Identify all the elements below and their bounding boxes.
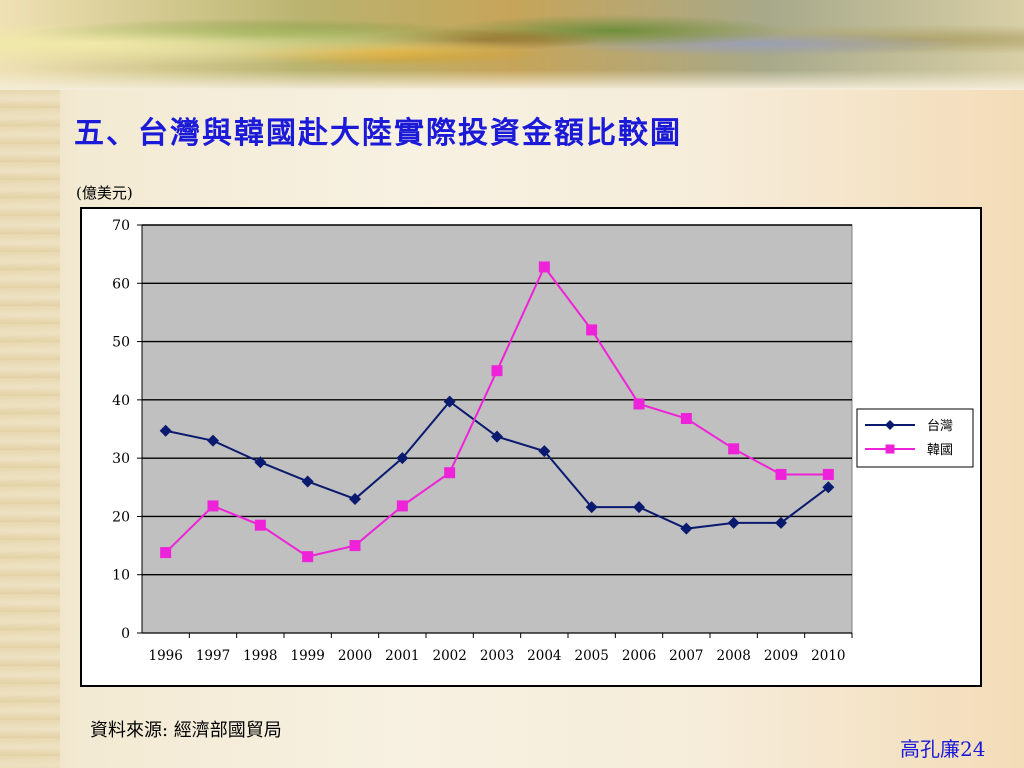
data-point-series-2 (254, 519, 266, 531)
data-point-series-1 (775, 516, 787, 529)
data-point-series-2 (586, 324, 598, 336)
x-tick-label: 2003 (480, 648, 514, 664)
legend-marker-1 (885, 420, 895, 430)
x-tick-label: 2001 (385, 648, 419, 664)
x-tick-label: 2007 (669, 648, 703, 664)
footer-page-label: 高孔廉24 (900, 737, 986, 761)
data-point-series-2 (207, 500, 219, 512)
x-tick-label: 1996 (148, 648, 182, 664)
data-point-series-2 (302, 551, 314, 563)
data-point-series-2 (633, 398, 645, 410)
x-tick-label: 2009 (764, 648, 798, 664)
data-point-series-1 (254, 456, 267, 469)
legend-marker-2 (885, 444, 895, 454)
data-point-series-1 (159, 424, 172, 437)
data-point-series-1 (491, 430, 503, 443)
data-point-series-1 (680, 522, 693, 535)
legend-label-1: 台灣 (927, 419, 953, 434)
y-tick-label: 50 (112, 335, 130, 351)
y-tick-label: 40 (112, 393, 130, 409)
plot-area (141, 224, 853, 634)
y-tick-label: 60 (112, 276, 130, 292)
legend-box (856, 408, 974, 468)
data-point-series-2 (680, 413, 692, 425)
x-tick-label: 2006 (622, 648, 656, 664)
data-point-series-1 (396, 452, 409, 465)
data-point-series-2 (396, 500, 408, 512)
x-tick-label: 2000 (338, 648, 372, 664)
x-tick-label: 2002 (432, 648, 466, 664)
unit-label: (億美元) (76, 184, 133, 202)
slide-title: 五、台灣與韓國赴大陸實際投資金額比較圖 (74, 116, 682, 151)
banner-fade (0, 70, 1024, 90)
data-point-series-2 (728, 443, 740, 455)
data-point-series-1 (633, 501, 645, 514)
data-point-series-1 (727, 516, 740, 529)
data-point-series-2 (160, 547, 172, 559)
x-tick-label: 2004 (527, 648, 561, 664)
x-tick-label: 1998 (243, 648, 277, 664)
data-point-series-1 (538, 445, 551, 458)
x-tick-label: 2010 (811, 648, 845, 664)
y-tick-label: 30 (112, 451, 130, 467)
data-point-series-1 (207, 434, 219, 447)
data-point-series-2 (444, 467, 456, 479)
data-point-series-1 (443, 395, 456, 408)
data-point-series-2 (491, 365, 503, 377)
data-point-series-2 (349, 540, 361, 552)
x-tick-label: 2008 (716, 648, 750, 664)
data-point-series-2 (538, 261, 550, 273)
data-point-series-1 (585, 501, 598, 514)
left-decorative-strip (0, 0, 60, 768)
legend-label-2: 韓國 (927, 443, 953, 458)
y-tick-label: 10 (112, 568, 130, 584)
source-label: 資料來源: 經濟部國貿局 (90, 720, 282, 741)
y-tick-label: 70 (112, 218, 130, 234)
chart-frame: 0 10 20 30 40 50 60 70 1996 1997 1998 1999 2000 2001 2… (80, 207, 982, 687)
data-point-series-1 (301, 475, 314, 488)
data-point-series-2 (775, 468, 787, 480)
x-tick-label: 1999 (290, 648, 324, 664)
x-tick-label: 1997 (196, 648, 230, 664)
line-chart: 0 10 20 30 40 50 60 70 1996 1997 1998 1999 2000 2001 2… (112, 218, 974, 664)
data-point-series-1 (349, 492, 361, 505)
data-point-series-1 (822, 481, 835, 494)
y-tick-label: 0 (121, 626, 130, 642)
x-tick-label: 2005 (574, 648, 608, 664)
data-point-series-2 (822, 468, 834, 480)
y-tick-label: 20 (112, 509, 130, 525)
